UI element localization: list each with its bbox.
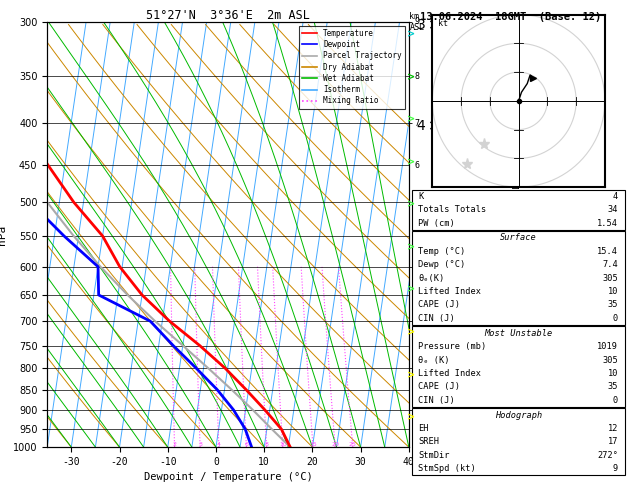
Text: Temp (°C): Temp (°C): [418, 247, 465, 256]
Text: 2: 2: [415, 364, 420, 373]
Text: 15: 15: [309, 442, 317, 447]
Text: 0: 0: [613, 314, 618, 323]
Text: 305: 305: [603, 355, 618, 364]
Legend: Temperature, Dewpoint, Parcel Trajectory, Dry Adiabat, Wet Adiabat, Isotherm, Mi: Temperature, Dewpoint, Parcel Trajectory…: [299, 26, 405, 108]
Text: 4: 4: [217, 442, 221, 447]
Title: 51°27'N  3°36'E  2m ASL: 51°27'N 3°36'E 2m ASL: [146, 9, 310, 22]
Text: CIN (J): CIN (J): [418, 314, 455, 323]
Text: 12: 12: [608, 424, 618, 433]
Text: Pressure (mb): Pressure (mb): [418, 342, 487, 351]
Text: 3: 3: [198, 442, 202, 447]
Y-axis label: Mixing Ratio (g/kg): Mixing Ratio (g/kg): [509, 183, 518, 286]
Text: 7: 7: [415, 119, 420, 128]
Bar: [412, 190, 625, 230]
Text: θₑ (K): θₑ (K): [418, 355, 450, 364]
Text: 10: 10: [279, 442, 287, 447]
Text: >: >: [408, 200, 415, 210]
Text: >: >: [408, 242, 415, 252]
Text: 0: 0: [613, 396, 618, 405]
Text: 6: 6: [415, 160, 420, 170]
Bar: [412, 231, 625, 325]
Text: CAPE (J): CAPE (J): [418, 382, 460, 391]
Text: 9: 9: [613, 464, 618, 473]
Text: 7.4: 7.4: [603, 260, 618, 269]
Text: Lifted Index: Lifted Index: [418, 369, 481, 378]
Text: Hodograph: Hodograph: [494, 411, 542, 419]
Text: Most Unstable: Most Unstable: [484, 329, 552, 338]
Text: PW (cm): PW (cm): [418, 219, 455, 227]
Text: 15.4: 15.4: [597, 247, 618, 256]
Text: >: >: [408, 157, 415, 167]
Text: kt: kt: [438, 19, 448, 28]
Text: >: >: [408, 72, 415, 82]
Text: CAPE (J): CAPE (J): [418, 300, 460, 310]
Text: 1LCL: 1LCL: [415, 405, 435, 415]
Text: K: K: [418, 192, 423, 201]
Text: 35: 35: [608, 300, 618, 310]
Text: 13.06.2024  18GMT  (Base: 12): 13.06.2024 18GMT (Base: 12): [420, 12, 601, 22]
X-axis label: Dewpoint / Temperature (°C): Dewpoint / Temperature (°C): [143, 472, 313, 483]
Y-axis label: hPa: hPa: [0, 225, 8, 244]
Text: SREH: SREH: [418, 437, 440, 446]
Text: StmSpd (kt): StmSpd (kt): [418, 464, 476, 473]
Text: >: >: [408, 30, 415, 40]
Text: >: >: [408, 327, 415, 337]
Text: 2: 2: [172, 442, 177, 447]
Text: StmDir: StmDir: [418, 451, 450, 460]
Text: 17: 17: [608, 437, 618, 446]
Text: 305: 305: [603, 274, 618, 283]
Text: Dewp (°C): Dewp (°C): [418, 260, 465, 269]
Text: 10: 10: [608, 369, 618, 378]
Text: θₑ(K): θₑ(K): [418, 274, 445, 283]
Text: 272°: 272°: [597, 451, 618, 460]
Text: km
ASL: km ASL: [409, 12, 425, 32]
Bar: [412, 327, 625, 407]
Text: 1.54: 1.54: [597, 219, 618, 227]
Text: Lifted Index: Lifted Index: [418, 287, 481, 296]
Text: 20: 20: [331, 442, 339, 447]
Text: 9: 9: [415, 17, 420, 26]
Text: >: >: [408, 115, 415, 125]
Text: 8: 8: [265, 442, 269, 447]
Text: 34: 34: [608, 205, 618, 214]
Text: >: >: [408, 285, 415, 295]
Text: Totals Totals: Totals Totals: [418, 205, 487, 214]
Text: 10: 10: [608, 287, 618, 296]
Text: 1019: 1019: [597, 342, 618, 351]
Text: 4: 4: [613, 192, 618, 201]
Text: 4: 4: [415, 262, 420, 271]
Text: 3: 3: [415, 317, 420, 326]
Text: >: >: [408, 412, 415, 422]
Text: 25: 25: [349, 442, 357, 447]
Text: 8: 8: [415, 72, 420, 81]
Text: CIN (J): CIN (J): [418, 396, 455, 405]
Text: >: >: [408, 370, 415, 380]
Text: 35: 35: [608, 382, 618, 391]
Text: EH: EH: [418, 424, 429, 433]
Text: Surface: Surface: [500, 233, 537, 243]
Bar: [412, 408, 625, 475]
Text: 6: 6: [245, 442, 248, 447]
